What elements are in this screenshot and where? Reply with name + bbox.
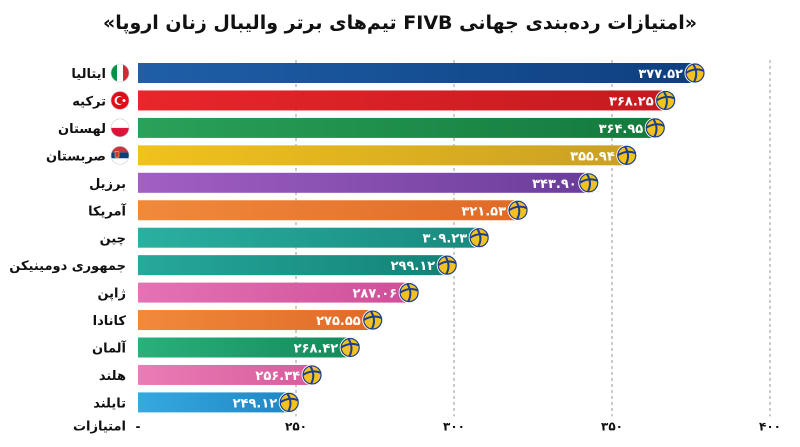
flag-crescent-cut [116,96,124,105]
volleyball-seam [286,392,292,412]
volleyball-seam [662,90,668,110]
value-label: ۳۶۸.۲۵ [609,94,654,109]
category-label: چین [100,232,126,247]
value-label: ۲۷۵.۵۵ [316,314,361,329]
flag-star [122,98,126,102]
flag-border [110,118,130,138]
value-label: ۳۷۷.۵۲ [638,67,683,82]
bar [138,227,484,248]
flag-border [110,91,130,110]
category-label: کانادا [93,314,127,329]
volleyball-seam [444,255,450,275]
volleyball-seam [476,228,482,248]
volleyball-seam [585,173,591,193]
volleyball-icon [339,337,361,358]
flag-stripe [111,118,129,128]
flag-stripe [111,158,129,165]
volleyball-icon [278,391,300,413]
volleyball-icon [362,309,384,331]
volleyball-icon [398,282,420,304]
bar [138,255,452,276]
x-axis-label: امتیازات [73,419,126,434]
value-label: ۳۴۳.۹۰ [532,177,577,192]
flag-stripe [123,64,129,82]
volleyball-icon [655,89,677,111]
category-label: صربستان [46,149,106,164]
bar [138,282,414,303]
flag-fill [111,146,129,165]
tick-label: ۳۰۰ [443,419,465,433]
value-label: ۳۵۵.۹۴ [570,149,615,164]
volleyball-icon [436,254,458,276]
category-label: ژاپن [97,287,126,302]
value-label: ۳۰۹.۲۳ [423,232,468,247]
flag-fill [111,118,129,137]
volleyball-icon [684,62,706,84]
category-label: ایتالیا [71,67,106,82]
volleyball-icon [468,227,490,249]
volleyball-seam [347,337,353,357]
bar [138,172,593,193]
volleyball-icon [644,117,666,139]
volleyball-seam [692,63,698,83]
volleyball-seam [623,145,630,165]
bar [138,117,660,138]
chart-title: «امتیازات رده‌بندی جهانی FIVB تیم‌های بر… [102,12,698,34]
serbia-flag-icon [110,146,130,165]
category-label: برزیل [89,177,126,192]
category-label: آمریکا [88,202,126,219]
value-label: ۲۴۹.۱۲ [233,396,278,411]
volleyball-icon [301,364,323,386]
value-label: ۲۸۷.۰۶ [352,287,397,302]
volleyball-seam [369,310,375,330]
value-label: ۳۲۱.۵۳ [461,204,506,219]
category-label: جمهوری دومینیکن [9,259,126,274]
tick-label: - [136,419,141,433]
flag-stripe [111,146,129,153]
volleyball-seam [406,283,412,303]
volleyball-seam [309,365,315,385]
bar [138,90,670,111]
value-label: ۳۶۴.۹۵ [599,122,644,137]
turkey-flag-icon [110,91,130,110]
category-label: لهستان [58,122,106,137]
volleyball-seam [515,200,521,220]
value-label: ۲۵۶.۳۴ [255,369,300,384]
bar [138,145,631,166]
tick-label: ۲۵۰ [285,419,307,433]
flag-border [110,63,130,83]
bar [138,337,355,358]
category-label: آلمان [92,340,127,357]
bar [138,364,317,385]
category-label: ترکیه [72,94,106,109]
value-label: ۲۶۸.۴۲ [294,342,339,357]
bar [138,63,699,83]
bar [138,310,377,331]
bar [138,392,294,413]
bar [138,200,523,221]
flag-border [110,146,130,165]
italy-flag-icon [110,63,130,83]
volleyball-icon [507,199,529,221]
flag-stripe [111,152,129,159]
volleyball-seam [652,118,658,138]
category-label: تایلند [93,396,126,411]
volleyball-icon [578,172,600,194]
category-label: هلند [99,369,126,384]
tick-label: ۴۰۰ [759,419,781,433]
flag-fill [111,91,129,110]
value-label: ۲۹۹.۱۲ [391,259,436,274]
flag-emblem [114,151,120,158]
flag-stripe [111,64,117,82]
flag-stripe [111,127,129,137]
poland-flag-icon [110,118,130,138]
tick-label: ۳۵۰ [601,419,623,433]
flag-stripe [117,64,123,82]
flag-fill [111,64,129,82]
volleyball-icon [616,144,638,166]
